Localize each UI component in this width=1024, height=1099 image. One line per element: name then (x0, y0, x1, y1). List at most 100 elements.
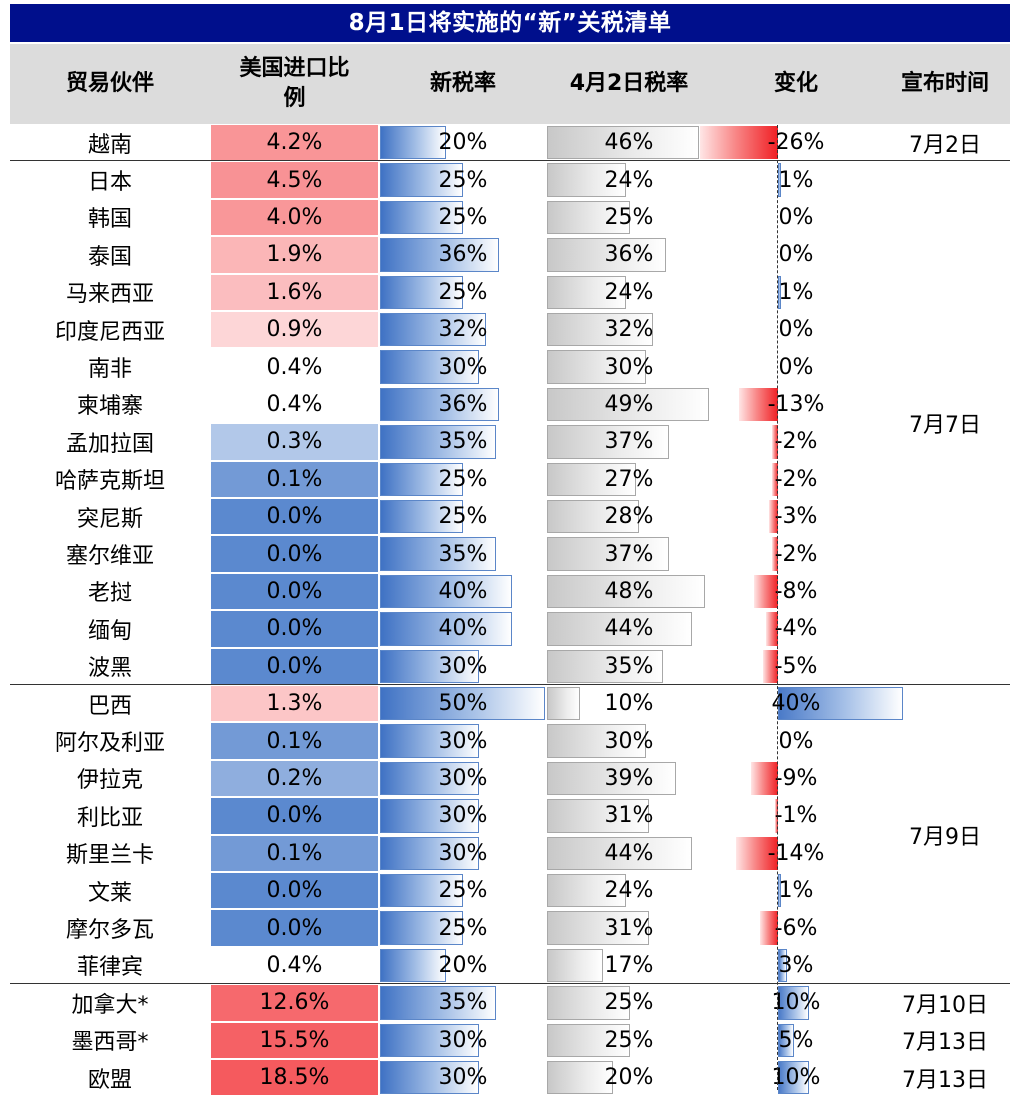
apr-rate-bar (547, 163, 627, 197)
import-share-value: 0.0% (266, 878, 323, 904)
change-bar (751, 761, 778, 796)
new-rate-value: 30% (438, 728, 488, 754)
new-rate-value: 20% (438, 952, 488, 978)
new-rate-value: 30% (438, 840, 488, 866)
new-rate-value: 25% (438, 466, 488, 492)
change-value: -2% (774, 429, 818, 455)
new-rate-value: 50% (438, 691, 488, 717)
import-share-cell (211, 798, 378, 834)
new-rate-value: 40% (438, 578, 488, 604)
new-rate-value: 30% (438, 354, 488, 380)
apr-rate-bar (547, 126, 699, 160)
import-share-value: 0.9% (266, 317, 323, 343)
apr-rate-bar (547, 1061, 613, 1095)
apr-rate-value: 17% (604, 952, 654, 978)
header-share-line2: 例 (283, 86, 306, 111)
import-share-value: 4.5% (266, 167, 323, 193)
import-share-value: 15.5% (259, 1027, 330, 1053)
import-share-value: 0.1% (266, 728, 323, 754)
new-rate-bar (380, 874, 463, 908)
import-share-value: 1.3% (266, 691, 323, 717)
apr-rate-value: 27% (604, 466, 654, 492)
import-share-cell (211, 424, 378, 460)
apr-rate-bar (547, 649, 663, 683)
apr-rate-bar (547, 537, 670, 571)
import-share-value: 1.6% (266, 279, 323, 305)
header-date: 宣布时间 (900, 71, 989, 96)
new-rate-value: 36% (438, 242, 488, 268)
apr-rate-value: 25% (604, 990, 654, 1016)
apr-rate-bar (547, 313, 653, 347)
apr-rate-value: 49% (604, 391, 654, 417)
change-bar (772, 462, 778, 496)
import-share-value: 0.0% (266, 578, 323, 604)
new-rate-value: 32% (438, 317, 488, 343)
apr-rate-bar (547, 724, 646, 758)
apr-rate-bar (547, 275, 627, 309)
import-share-value: 0.0% (266, 915, 323, 941)
change-value: -14% (767, 840, 825, 866)
announce-date: 7月2日 (909, 132, 981, 158)
import-share-value: 0.4% (266, 391, 323, 417)
new-rate-bar (380, 612, 512, 646)
apr-rate-bar (547, 462, 637, 496)
new-rate-bar (380, 1061, 479, 1095)
import-share-cell (211, 1060, 378, 1096)
change-bar (760, 911, 778, 945)
import-share-cell (211, 573, 378, 610)
change-value: -5% (774, 653, 818, 679)
announce-date: 7月13日 (902, 1067, 988, 1093)
change-value: -8% (774, 578, 818, 604)
partner-name: 波黑 (87, 656, 132, 682)
new-rate-bar (380, 687, 545, 721)
new-rate-bar (380, 574, 512, 609)
new-rate-value: 40% (438, 616, 488, 642)
apr-rate-value: 35% (604, 653, 654, 679)
partner-name: 阿尔及利亚 (54, 731, 165, 757)
apr-rate-bar (547, 612, 693, 646)
new-rate-bar (380, 200, 463, 235)
import-share-cell (211, 1022, 378, 1058)
partner-name: 利比亚 (76, 805, 143, 831)
new-rate-value: 25% (438, 167, 488, 193)
apr-rate-bar (547, 799, 650, 833)
apr-rate-value: 25% (604, 1027, 654, 1053)
partner-name: 伊拉克 (76, 768, 143, 794)
apr-rate-value: 39% (604, 765, 654, 791)
new-rate-bar (380, 799, 479, 833)
new-rate-value: 35% (438, 541, 488, 567)
partner-name: 塞尔维亚 (65, 544, 154, 570)
new-rate-bar (380, 1023, 479, 1057)
apr-rate-value: 30% (604, 354, 654, 380)
new-rate-value: 36% (438, 391, 488, 417)
apr-rate-bar (547, 911, 650, 945)
apr-rate-value: 37% (604, 541, 654, 567)
partner-name: 摩尔多瓦 (65, 918, 154, 944)
change-value: -3% (774, 504, 818, 530)
figure-title: 8月1日将实施的“新”关税清单 (10, 4, 1010, 42)
announce-date: 7月9日 (909, 824, 981, 850)
change-bar (766, 612, 778, 646)
partner-name: 越南 (87, 132, 132, 158)
apr-rate-value: 31% (604, 803, 654, 829)
new-rate-value: 25% (438, 279, 488, 305)
apr-rate-bar (547, 986, 630, 1020)
new-rate-value: 30% (438, 765, 488, 791)
partner-name: 斯里兰卡 (65, 843, 154, 869)
import-share-cell (211, 835, 378, 871)
change-bar (775, 799, 778, 833)
partner-name: 缅甸 (87, 618, 132, 644)
apr-rate-value: 48% (604, 578, 654, 604)
import-share-value: 0.2% (266, 765, 323, 791)
new-rate-value: 35% (438, 429, 488, 455)
apr-rate-bar (547, 238, 666, 272)
import-share-value: 0.0% (266, 803, 323, 829)
import-share-value: 12.6% (259, 990, 330, 1016)
import-share-cell (211, 274, 378, 310)
change-value: 40% (771, 691, 821, 717)
import-share-cell (211, 199, 378, 236)
change-value: 10% (771, 990, 821, 1016)
change-value: 5% (778, 1027, 814, 1053)
new-rate-bar (380, 986, 496, 1020)
